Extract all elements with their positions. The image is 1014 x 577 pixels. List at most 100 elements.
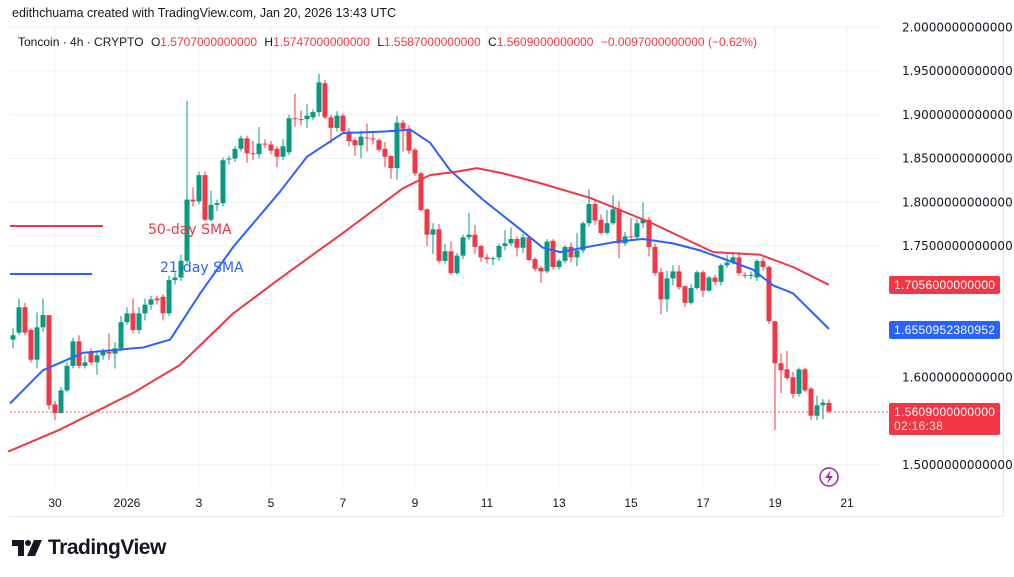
candle-down: [436, 229, 442, 261]
candle-down: [802, 369, 808, 391]
candle-down: [400, 122, 406, 129]
candle-up: [112, 348, 118, 354]
candle-up: [610, 209, 616, 224]
candle-up: [502, 243, 508, 246]
candle-up: [640, 219, 646, 224]
candle-up: [124, 313, 130, 323]
tradingview-logo[interactable]: TradingView: [12, 536, 166, 560]
time-tick-label: 19: [768, 496, 782, 510]
candle-down: [514, 239, 520, 248]
open-value: 1.5707000000000: [160, 35, 258, 49]
candle-up: [136, 313, 142, 330]
candle-up: [460, 237, 466, 256]
candle-up: [508, 239, 514, 244]
candle-up: [586, 204, 592, 224]
candle-up: [724, 262, 730, 266]
candle-down: [760, 260, 766, 267]
candle-down: [418, 173, 424, 211]
candle-down: [484, 257, 490, 260]
candle-up: [184, 199, 190, 261]
price-tick-label: 2.0000000000000: [902, 20, 1013, 34]
time-tick-label: 11: [481, 496, 494, 510]
lightning-icon[interactable]: [819, 467, 839, 487]
time-tick-label: 5: [268, 496, 275, 510]
candle-down: [478, 246, 484, 258]
candle-down: [376, 140, 382, 150]
candle-up: [820, 402, 826, 406]
sma21-price-tag: 1.6550952380952: [889, 321, 1000, 339]
candle-down: [784, 369, 790, 379]
candle-up: [334, 115, 340, 128]
candle-up: [520, 237, 526, 248]
time-tick-label: 2026: [114, 496, 141, 510]
chart-panel[interactable]: [9, 26, 1004, 517]
candle-down: [592, 204, 598, 221]
candle-down: [532, 259, 538, 269]
sma21-line: [9, 128, 830, 405]
candle-down: [250, 153, 256, 155]
candle-up: [34, 327, 40, 360]
candle-up: [454, 255, 460, 274]
candle-up: [178, 260, 184, 278]
price-tick-label: 1.6000000000000: [902, 370, 1013, 384]
candle-down: [160, 296, 166, 314]
candle-up: [142, 304, 148, 314]
candle-down: [646, 219, 652, 247]
candle-down: [826, 402, 832, 412]
symbol-label[interactable]: Toncoin · 4h · CRYPTO: [18, 35, 144, 49]
candle-down: [322, 83, 328, 118]
candle-up: [280, 146, 286, 157]
candle-down: [682, 286, 688, 303]
candle-up: [490, 258, 496, 260]
candle-down: [202, 175, 208, 220]
candle-down: [130, 313, 136, 330]
brand-name: TradingView: [48, 536, 166, 559]
price-tick-label: 1.9000000000000: [902, 108, 1013, 122]
sma50-label: 50-day SMA: [148, 222, 232, 238]
candle-down: [382, 148, 388, 157]
candle-up: [286, 118, 292, 153]
sma50-price-tag: 1.7056000000000: [889, 276, 1000, 294]
candle-down: [352, 140, 358, 146]
candle-up: [148, 299, 154, 305]
candle-up: [118, 322, 124, 349]
candle-down: [28, 330, 34, 360]
candle-down: [346, 131, 352, 141]
candle-down: [328, 117, 334, 128]
price-tick-label: 1.8500000000000: [902, 152, 1013, 166]
candle-up: [604, 223, 610, 233]
candle-up: [166, 280, 172, 314]
candle-up: [694, 272, 700, 288]
candle-down: [538, 267, 544, 272]
time-tick-label: 3: [196, 496, 203, 510]
candle-up: [208, 204, 214, 220]
candle-up: [172, 277, 178, 281]
candle-up: [748, 274, 754, 276]
candle-up: [220, 160, 226, 204]
candle-down: [388, 155, 394, 169]
candle-down: [790, 377, 796, 394]
candle-down: [772, 321, 778, 364]
sma21-label: 21-day SMA: [160, 260, 244, 276]
time-tick-label: 21: [840, 496, 854, 510]
candle-down: [628, 236, 634, 238]
bar-countdown: 02:16:38: [894, 419, 944, 433]
candle-down: [448, 251, 454, 274]
candle-down: [550, 240, 556, 267]
candle-down: [262, 143, 268, 145]
candle-up: [196, 175, 202, 202]
candle-down: [700, 272, 706, 291]
time-tick-label: 15: [624, 496, 638, 510]
candle-down: [106, 351, 112, 354]
open-label: O: [150, 35, 161, 49]
candle-up: [754, 260, 760, 278]
candle-up: [556, 260, 562, 267]
candle-up: [814, 405, 820, 416]
price-tick-label: 1.7500000000000: [902, 239, 1013, 253]
candle-up: [574, 250, 580, 258]
candle-up: [796, 369, 802, 394]
candle-up: [706, 277, 712, 291]
time-tick-label: 30: [48, 496, 62, 510]
candle-down: [22, 307, 28, 333]
